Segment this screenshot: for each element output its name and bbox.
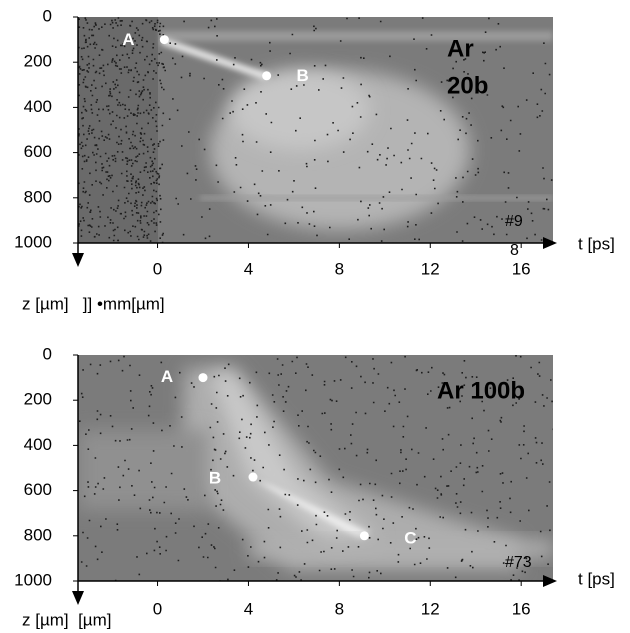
point (359, 531, 369, 541)
y-tick-label: 200 (24, 390, 52, 409)
bright-streak (160, 38, 270, 80)
x-tick-label: 16 (512, 259, 531, 278)
y-axis-label: z [µm] [µm] (22, 610, 111, 629)
x-tick-label: 8 (335, 599, 344, 618)
panel-label: Ar 100b (437, 377, 525, 404)
point (159, 35, 169, 45)
y-axis-arrow (72, 253, 84, 267)
y-tick-label: 0 (43, 344, 52, 363)
point-label: A (122, 30, 134, 49)
point (248, 472, 258, 482)
annotation: #9 (505, 213, 523, 230)
y-tick-label: 400 (24, 97, 52, 116)
plume-core (210, 372, 380, 545)
panel-label: Ar (447, 35, 474, 62)
y-tick-label: 600 (24, 480, 52, 499)
y-tick-label: 600 (24, 142, 52, 161)
x-axis-label: t [ps] (578, 569, 615, 588)
panel: 0 200 400 600 800 1000 0 4 8 12 16 t [ps] z [µm] [µm… (14, 344, 615, 629)
y-tick-label: 800 (24, 525, 52, 544)
plume (180, 368, 520, 570)
x-tick-label: 12 (421, 259, 440, 278)
panel-label: 20b (447, 72, 488, 99)
plume-core (230, 70, 370, 150)
x-tick-label: 0 (153, 599, 162, 618)
x-tick-label: 12 (421, 599, 440, 618)
point (198, 373, 208, 383)
point-label: B (296, 66, 308, 85)
annotation: 8 (510, 242, 519, 259)
y-axis-label: z [µm] ]] •mm[µm] (22, 294, 165, 313)
x-tick-label: 4 (244, 259, 253, 278)
point-label: A (161, 367, 173, 386)
y-tick-label: 1000 (14, 570, 52, 589)
x-tick-label: 0 (153, 259, 162, 278)
annotation: #73 (505, 554, 532, 571)
point-label: B (209, 469, 221, 488)
x-tick-label: 16 (512, 599, 531, 618)
bright-streak (255, 480, 370, 540)
horizontal-band (250, 540, 553, 558)
x-axis-arrow (543, 237, 557, 249)
left-band (78, 430, 208, 510)
panel: 0 200 400 600 800 1000 0 4 8 12 16 t [ps] z [µm] ]] … (14, 6, 615, 313)
y-tick-label: 1000 (14, 232, 52, 251)
image (78, 355, 553, 581)
y-axis-arrow (72, 591, 84, 605)
y-tick-label: 0 (43, 6, 52, 25)
dark-region (78, 17, 158, 243)
x-axis-arrow (543, 575, 557, 587)
y-tick-label: 200 (24, 52, 52, 71)
x-axis-label: t [ps] (578, 234, 615, 253)
streak-band (160, 31, 553, 41)
point (262, 71, 272, 81)
image (78, 17, 553, 243)
x-tick-label: 8 (335, 259, 344, 278)
y-tick-label: 800 (24, 187, 52, 206)
y-tick-label: 400 (24, 435, 52, 454)
point-label: C (404, 528, 416, 547)
x-tick-label: 4 (244, 599, 253, 618)
horizontal-streak (200, 196, 553, 200)
